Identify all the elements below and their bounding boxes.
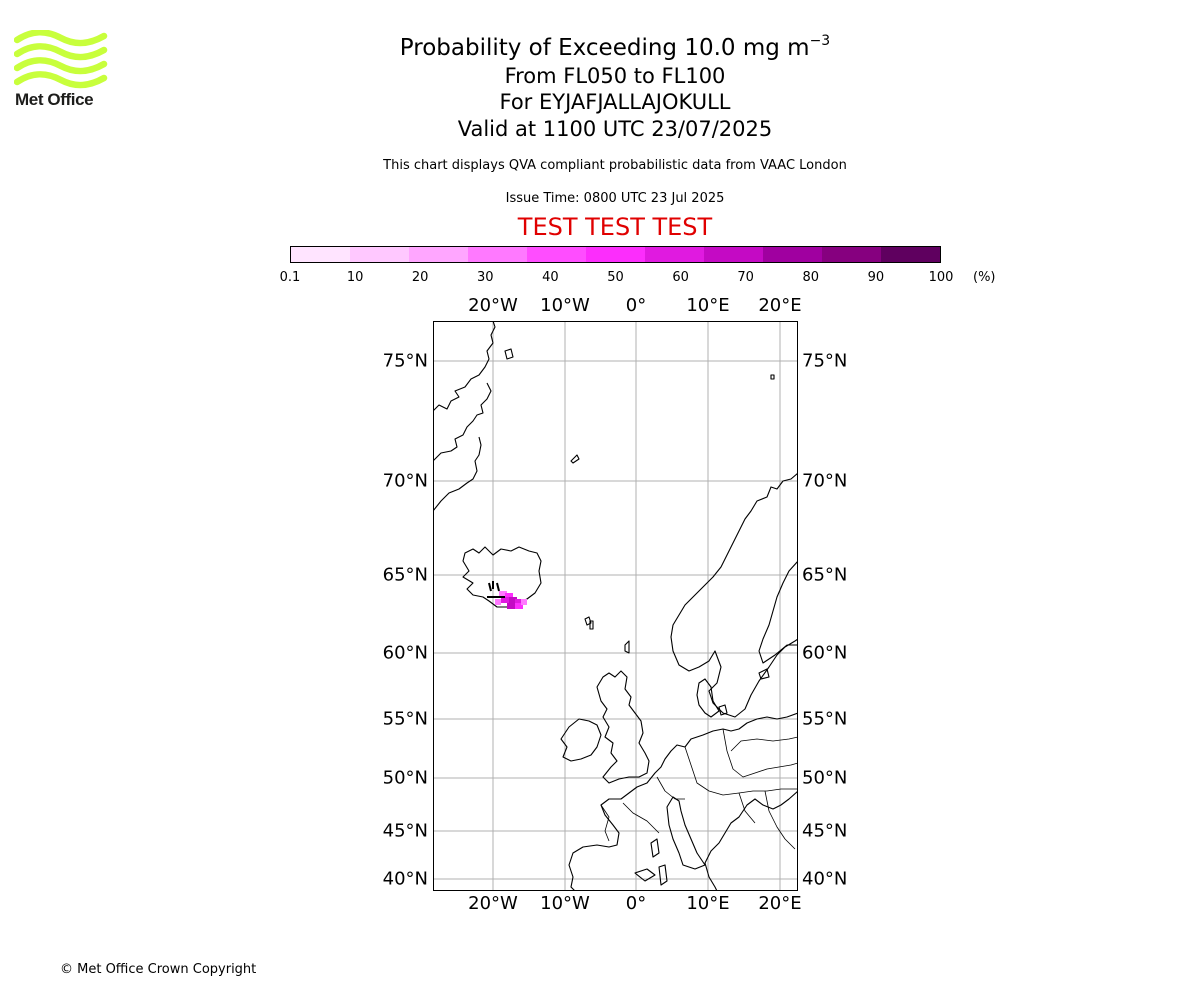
lat-label-left: 70°N [382, 470, 428, 492]
lat-label-right: 45°N [802, 820, 848, 842]
colorbar-tick-label: 70 [737, 270, 754, 285]
colorbar-segment [763, 247, 822, 262]
lat-label-left: 65°N [382, 564, 428, 586]
colorbar-segment [586, 247, 645, 262]
colorbar-segment [822, 247, 881, 262]
test-banner: TEST TEST TEST [517, 213, 713, 241]
lon-label-bottom: 10°E [686, 893, 730, 914]
colorbar-tick-label: 20 [411, 270, 429, 285]
lon-label-top: 20°E [758, 295, 802, 316]
colorbar-unit: (%) [973, 270, 996, 285]
colorbar-tick-label: 50 [607, 270, 624, 285]
lon-label-top: 20°W [468, 295, 518, 316]
colorbar-segment [350, 247, 409, 262]
ash-cloud [495, 591, 527, 609]
copyright-notice: © Met Office Crown Copyright [60, 962, 257, 977]
lat-label-right: 60°N [802, 642, 848, 664]
colorbar-tick-label: 60 [672, 270, 689, 285]
lon-label-bottom: 0° [625, 893, 647, 914]
lat-label-left: 75°N [382, 350, 428, 372]
great-britain-coast [596, 670, 650, 784]
lat-label-right: 65°N [802, 564, 848, 586]
lon-label-top: 10°E [686, 295, 730, 316]
issue-time: Issue Time: 0800 UTC 23 Jul 2025 [505, 191, 725, 206]
lat-label-left: 60°N [382, 642, 428, 664]
lat-label-right: 50°N [802, 767, 848, 789]
volcano-marker-triangle-icon [487, 581, 505, 598]
lon-label-bottom: 20°E [758, 893, 802, 914]
lon-label-bottom: 20°W [468, 893, 518, 914]
denmark-coast [696, 678, 720, 718]
map-gridlines [433, 321, 798, 891]
chart-title: Probability of Exceeding 10.0 mg m−3 [399, 33, 831, 61]
logo-text: Met Office [15, 90, 94, 109]
volcano-name: For EYJAFJALLAJOKULL [499, 90, 731, 114]
colorbar-segment [468, 247, 527, 262]
probability-colorbar [290, 246, 941, 263]
colorbar-segment [291, 247, 350, 262]
met-office-logo-icon [14, 30, 108, 89]
europe-atlantic-map [433, 321, 798, 891]
lat-label-left: 40°N [382, 868, 428, 890]
valid-time: Valid at 1100 UTC 23/07/2025 [457, 117, 773, 141]
lon-label-top: 0° [625, 295, 647, 316]
colorbar-tick-label: 10 [346, 270, 364, 285]
lat-label-left: 45°N [382, 820, 428, 842]
colorbar-tick-label: 90 [867, 270, 885, 285]
lat-label-right: 75°N [802, 350, 848, 372]
lat-label-right: 55°N [802, 708, 848, 730]
colorbar-tick-label: 100 [928, 270, 954, 285]
colorbar-segment [409, 247, 468, 262]
lon-label-bottom: 10°W [540, 893, 590, 914]
lat-label-left: 50°N [382, 767, 428, 789]
flight-level-range: From FL050 to FL100 [504, 64, 726, 88]
colorbar-segment [704, 247, 763, 262]
colorbar-tick-label: 30 [477, 270, 494, 285]
greenland-coast [433, 321, 496, 512]
europe-coast [568, 712, 798, 891]
scandinavia-coast [670, 472, 798, 718]
colorbar-segment [527, 247, 586, 262]
ireland-coast [560, 718, 602, 762]
colorbar-tick-label: 40 [542, 270, 559, 285]
lat-label-left: 55°N [382, 708, 428, 730]
chart-subtitle: This chart displays QVA compliant probab… [383, 158, 847, 173]
colorbar-tick-label: 0.1 [279, 270, 301, 285]
colorbar-segment [881, 247, 940, 262]
lat-label-right: 40°N [802, 868, 848, 890]
lon-label-top: 10°W [540, 295, 590, 316]
iceland-coast [462, 546, 542, 608]
lat-label-right: 70°N [802, 470, 848, 492]
colorbar-tick-label: 80 [802, 270, 820, 285]
colorbar-segment [645, 247, 704, 262]
